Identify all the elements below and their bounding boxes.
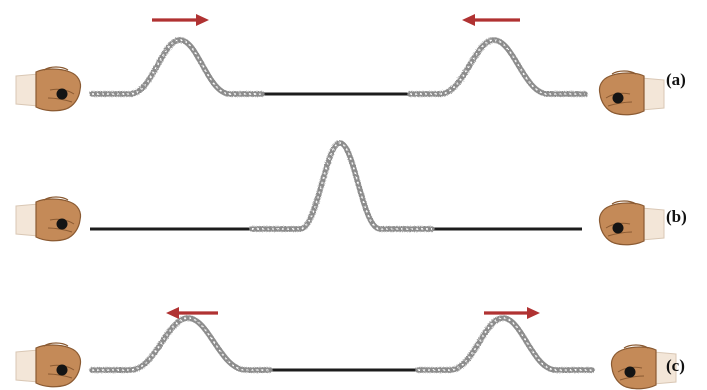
rope-end-knob	[56, 88, 68, 100]
panel-b	[15, 140, 665, 246]
hand-gripping-rope-icon	[15, 196, 82, 242]
sleeve-cuff	[15, 349, 39, 383]
rope-end-knob	[612, 222, 624, 234]
hand-knuckles	[623, 344, 649, 349]
hand-knuckles	[611, 200, 637, 205]
rope-end-knob	[56, 218, 68, 230]
hand-palm	[35, 68, 82, 112]
motion-arrow-icon	[484, 307, 540, 319]
sleeve-cuff	[15, 73, 39, 107]
hand-gripping-rope-icon	[610, 344, 677, 390]
hand-knuckles	[43, 342, 69, 347]
sleeve-cuff	[15, 203, 39, 237]
sleeve-cuff	[641, 77, 665, 111]
hand-knuckles	[611, 70, 637, 75]
motion-arrow-icon	[166, 307, 218, 319]
rope-end-knob	[56, 364, 68, 376]
panel-label-c: (c)	[666, 356, 685, 375]
rope-end-knob	[624, 366, 636, 378]
arrow-head	[527, 307, 540, 319]
hand-gripping-rope-icon	[15, 342, 82, 388]
hand-knuckles	[43, 196, 69, 201]
panel-label-b: (b)	[666, 207, 687, 226]
superposed-pulse	[249, 140, 435, 232]
rope-end-knob	[612, 92, 624, 104]
hand-palm	[598, 72, 645, 116]
hand-gripping-rope-icon	[598, 70, 665, 116]
sleeve-cuff	[641, 207, 665, 241]
hand-gripping-rope-icon	[598, 200, 665, 246]
panel-label-a: (a)	[666, 70, 686, 89]
arrow-head	[462, 14, 475, 26]
hand-palm	[35, 198, 82, 242]
hand-knuckles	[43, 66, 69, 71]
motion-arrow-icon	[152, 14, 209, 26]
arrow-head	[196, 14, 209, 26]
hand-palm	[610, 346, 657, 390]
hand-palm	[598, 202, 645, 246]
wave-pulse-right	[415, 315, 595, 373]
motion-arrow-icon	[462, 14, 520, 26]
hand-gripping-rope-icon	[15, 66, 82, 112]
wave-pulse-left	[89, 315, 273, 373]
panel-a	[15, 14, 665, 116]
hand-palm	[35, 344, 82, 388]
wave-pulse-right	[407, 37, 588, 97]
arrow-head	[166, 307, 179, 319]
panel-c	[15, 307, 677, 390]
wave-pulse-left	[89, 37, 265, 97]
